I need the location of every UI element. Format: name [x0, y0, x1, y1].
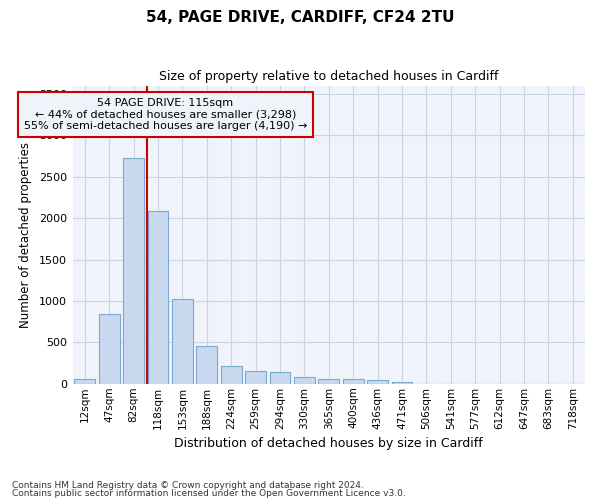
Bar — [367, 380, 388, 384]
Text: Contains public sector information licensed under the Open Government Licence v3: Contains public sector information licen… — [12, 488, 406, 498]
Bar — [343, 379, 364, 384]
Text: 54 PAGE DRIVE: 115sqm  
← 44% of detached houses are smaller (3,298)
55% of semi: 54 PAGE DRIVE: 115sqm ← 44% of detached … — [23, 98, 307, 131]
Bar — [196, 346, 217, 384]
Bar — [269, 372, 290, 384]
X-axis label: Distribution of detached houses by size in Cardiff: Distribution of detached houses by size … — [175, 437, 483, 450]
Bar — [392, 382, 412, 384]
Bar — [99, 314, 119, 384]
Text: Contains HM Land Registry data © Crown copyright and database right 2024.: Contains HM Land Registry data © Crown c… — [12, 481, 364, 490]
Bar — [148, 212, 169, 384]
Bar — [221, 366, 242, 384]
Bar — [74, 379, 95, 384]
Title: Size of property relative to detached houses in Cardiff: Size of property relative to detached ho… — [159, 70, 499, 83]
Bar — [172, 300, 193, 384]
Text: 54, PAGE DRIVE, CARDIFF, CF24 2TU: 54, PAGE DRIVE, CARDIFF, CF24 2TU — [146, 10, 454, 25]
Bar — [123, 158, 144, 384]
Bar — [245, 371, 266, 384]
Y-axis label: Number of detached properties: Number of detached properties — [19, 142, 32, 328]
Bar — [294, 377, 315, 384]
Bar — [319, 379, 339, 384]
